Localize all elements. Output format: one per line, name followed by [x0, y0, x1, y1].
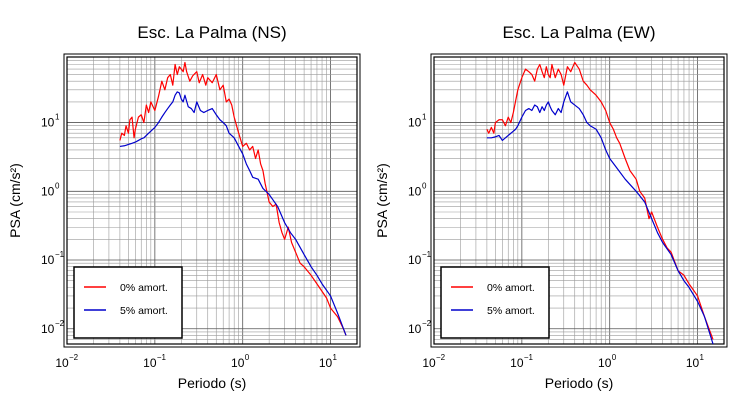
chart-title: Esc. La Palma (NS): [137, 23, 286, 42]
plot-frame: [66, 56, 358, 345]
legend-label: 5% amort.: [120, 305, 168, 317]
y-axis-label: PSA (cm/s²): [374, 163, 390, 238]
legend-label: 0% amort.: [487, 282, 535, 294]
x-tick-label: 10: [143, 356, 157, 370]
y-tick-label: 10: [41, 116, 55, 130]
x-tick-label: 10: [686, 356, 700, 370]
x-tick-exponent: 1: [700, 353, 705, 362]
series-line-undamped: [486, 61, 714, 340]
legend-label: 5% amort.: [487, 305, 535, 317]
x-tick-label: 10: [55, 356, 69, 370]
x-tick-label: 10: [510, 356, 524, 370]
x-axis-label: Periodo (s): [178, 375, 246, 391]
x-tick-exponent: −2: [436, 353, 446, 362]
y-tick-label: 10: [41, 184, 55, 198]
y-tick-label: 10: [41, 322, 55, 336]
x-tick-label: 10: [231, 356, 245, 370]
y-tick-exponent: −1: [55, 250, 65, 259]
x-axis-label: Periodo (s): [545, 375, 613, 391]
x-tick-label: 10: [598, 356, 612, 370]
x-tick-exponent: −2: [69, 353, 79, 362]
y-tick-label: 10: [408, 116, 422, 130]
y-tick-exponent: 0: [55, 181, 60, 190]
y-tick-exponent: 1: [55, 113, 60, 122]
plot-frame: [433, 56, 725, 345]
chart-panel-ew: Esc. La Palma (EW)10 −2 10 −1 10 0 10 110 −210 −1…: [374, 23, 728, 391]
x-tick-exponent: 0: [245, 353, 250, 362]
x-tick-exponent: −1: [524, 353, 534, 362]
y-tick-label: 10: [408, 253, 422, 267]
y-tick-label: 10: [408, 184, 422, 198]
x-tick-exponent: 0: [612, 353, 617, 362]
grid: [66, 56, 358, 345]
chart-panel-ns: Esc. La Palma (NS)10 −2 10 −1 10 0 10 110 −210 −1…: [7, 23, 361, 391]
legend-box: [440, 266, 550, 339]
x-tick-exponent: −1: [157, 353, 167, 362]
plot-frame-outer: [63, 53, 361, 348]
chart-title: Esc. La Palma (EW): [502, 23, 655, 42]
legend-label: 0% amort.: [120, 282, 168, 294]
y-tick-exponent: −2: [55, 319, 65, 328]
series-line-damped: [119, 91, 347, 336]
y-tick-exponent: −2: [422, 319, 432, 328]
y-tick-label: 10: [41, 253, 55, 267]
y-tick-label: 10: [408, 322, 422, 336]
y-tick-exponent: 0: [422, 181, 427, 190]
x-tick-label: 10: [319, 356, 333, 370]
plot-frame-outer: [430, 53, 728, 348]
y-axis-label: PSA (cm/s²): [7, 163, 23, 238]
series-line-damped: [486, 91, 714, 345]
legend-box: [73, 266, 183, 339]
series-line-undamped: [119, 61, 347, 336]
x-tick-label: 10: [422, 356, 436, 370]
legend: 0% amort. 5% amort.: [73, 266, 183, 339]
y-tick-exponent: 1: [422, 113, 427, 122]
y-tick-exponent: −1: [422, 250, 432, 259]
x-tick-exponent: 1: [333, 353, 338, 362]
legend: 0% amort. 5% amort.: [440, 266, 550, 339]
